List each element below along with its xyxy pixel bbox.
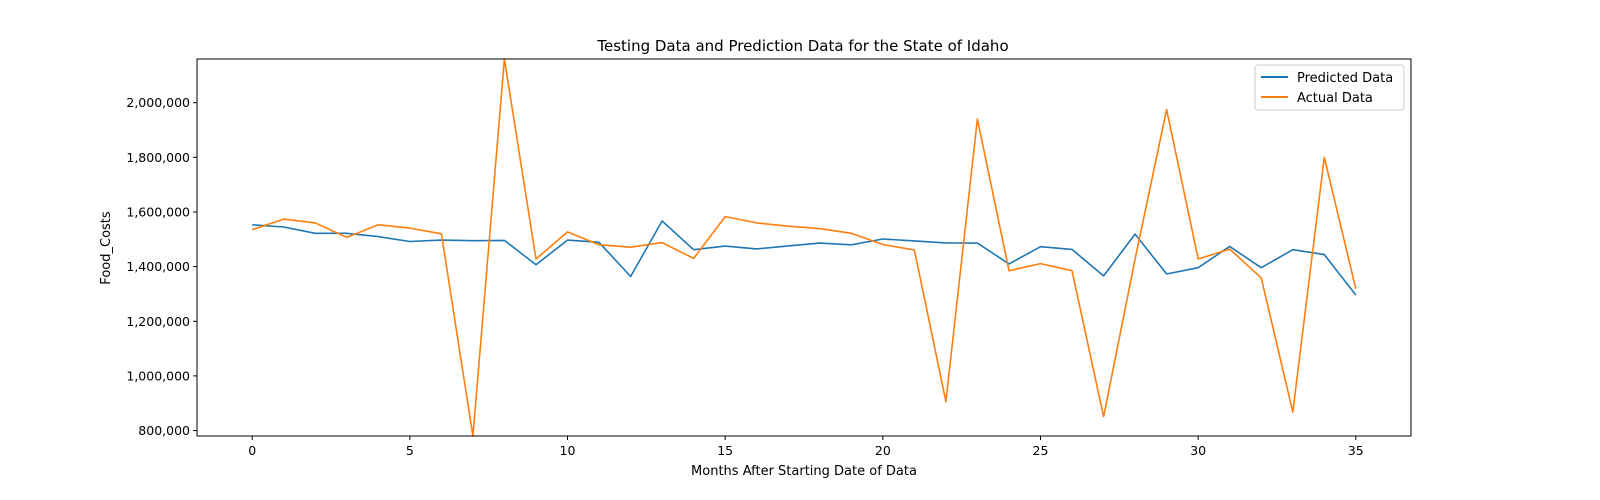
y-tick-label: 2,000,000 (126, 95, 190, 110)
x-tick-label: 20 (875, 443, 891, 458)
series-line-predicted-data (252, 220, 1357, 296)
legend-label-predicted: Predicted Data (1297, 71, 1393, 86)
y-tick-label: 1,400,000 (126, 259, 190, 274)
x-axis: 0 5 10 15 20 25 30 35 (248, 436, 1364, 458)
x-tick-label: 35 (1348, 443, 1364, 458)
x-axis-title: Months After Starting Date of Data (691, 464, 917, 479)
x-tick-label: 0 (248, 443, 256, 458)
x-tick-label: 5 (406, 443, 414, 458)
axes-frame (196, 58, 1412, 437)
legend: Predicted Data Actual Data (1254, 64, 1405, 111)
plot-area (251, 58, 1357, 437)
y-tick-label: 1,600,000 (126, 204, 190, 219)
legend-box (1254, 64, 1405, 111)
y-tick-label: 1,800,000 (126, 150, 190, 165)
x-tick-label: 25 (1033, 443, 1049, 458)
y-tick-label: 1,200,000 (126, 314, 190, 329)
chart-title: Testing Data and Prediction Data for the… (596, 37, 1008, 55)
y-tick-label: 1,000,000 (126, 368, 190, 383)
legend-label-actual: Actual Data (1297, 91, 1373, 106)
y-axis: 800,000 1,000,000 1,200,000 1,400,000 1,600,… (126, 95, 197, 438)
x-tick-label: 10 (560, 443, 576, 458)
y-axis-title: Food_Costs (99, 211, 114, 285)
x-tick-label: 15 (717, 443, 733, 458)
series-line-actual-data (251, 58, 1357, 437)
y-tick-label: 800,000 (138, 423, 190, 438)
x-tick-label: 30 (1190, 443, 1206, 458)
